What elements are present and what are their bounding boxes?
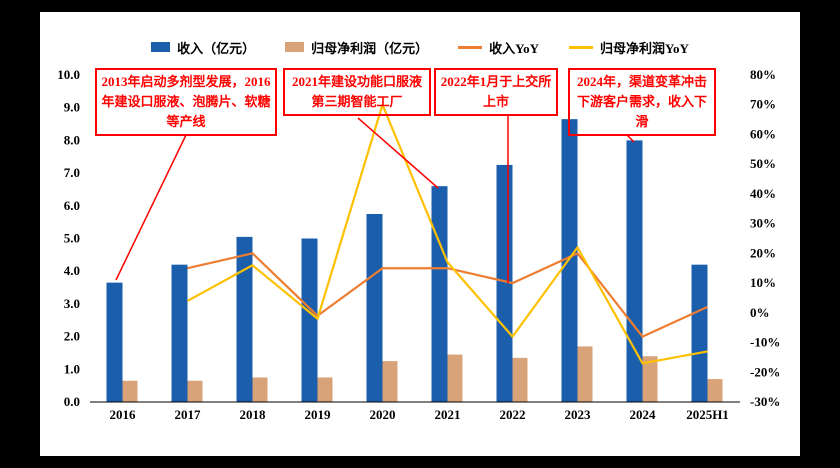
legend-label: 收入YoY [489, 40, 540, 56]
x-axis-label: 2024 [630, 407, 657, 422]
revenue-bar [431, 186, 448, 402]
revenue-bar [561, 119, 578, 403]
right-axis-tick: -10% [750, 335, 780, 350]
x-axis-label: 2023 [565, 407, 592, 422]
left-axis-tick: 0.0 [64, 394, 80, 409]
left-axis-tick: 7.0 [64, 165, 80, 180]
right-axis-tick: 60% [750, 126, 776, 141]
right-axis-tick: 50% [750, 156, 776, 171]
annotation-leader-line [626, 134, 635, 143]
right-axis-tick: -30% [750, 394, 780, 409]
chart-legend: 收入（亿元） 归母净利润（亿元） 收入YoY 归母净利润YoY [40, 38, 800, 56]
chart-panel: 收入（亿元） 归母净利润（亿元） 收入YoY 归母净利润YoY 0.0 1.0 2.0 3.… [40, 12, 800, 456]
legend-label: 归母净利润YoY [600, 40, 689, 56]
left-axis-tick: 5.0 [64, 231, 80, 246]
left-axis-tick: 10.0 [57, 67, 80, 82]
left-axis-tick: 4.0 [64, 263, 80, 278]
right-axis-tick: 40% [750, 186, 776, 201]
right-axis-tick: 80% [750, 67, 776, 82]
net-profit-bar [707, 379, 723, 402]
x-axis-label: 2018 [240, 407, 267, 422]
revenue-bar [691, 264, 708, 402]
x-axis-label: 2020 [370, 407, 396, 422]
legend-line-swatch-icon [458, 45, 483, 49]
annotation-2024: 2024年，渠道变革冲击下游客户需求，收入下滑 [568, 68, 716, 136]
x-axis-label: 2019 [305, 407, 332, 422]
net-profit-bar [122, 380, 138, 402]
right-axis-tick: -20% [750, 364, 780, 379]
x-axis-label: 2021 [435, 407, 461, 422]
net-profit-bar [382, 361, 398, 402]
combo-chart: 0.0 1.0 2.0 3.0 4.0 5.0 6.0 7.0 8.0 9.0 10.0 -30% -2… [57, 67, 780, 422]
revenue-bar [171, 264, 188, 402]
legend-item: 收入（亿元） [151, 38, 255, 57]
x-axis-label: 2025H1 [686, 407, 729, 422]
legend-item: 归母净利润YoY [569, 38, 689, 57]
left-axis-tick: 1.0 [64, 361, 80, 376]
legend-item: 收入YoY [458, 38, 539, 57]
annotation-leader-line [115, 134, 187, 281]
net-profit-bar [447, 354, 463, 402]
annotation-2016: 2013年启动多剂型发展，2016年建设口服液、泡腾片、软糖等产线 [95, 68, 277, 136]
legend-item: 归母净利润（亿元） [285, 38, 428, 57]
right-axis-tick: 10% [750, 275, 776, 290]
revenue-bar [236, 236, 253, 402]
net-profit-bar [252, 377, 268, 402]
net-profit-bar [512, 357, 528, 402]
revenue-bar [301, 238, 318, 402]
annotation-leader-line [357, 117, 439, 189]
revenue-bar [106, 282, 123, 402]
net-profit-yoy-line [186, 103, 708, 365]
annotation-2021: 2021年建设功能口服液第三期智能工厂 [283, 68, 431, 116]
legend-bar-swatch-icon [285, 42, 305, 52]
net-profit-bar [642, 356, 658, 402]
left-axis-tick: 9.0 [64, 100, 80, 115]
right-axis-tick: 20% [750, 245, 776, 260]
x-axis-label: 2016 [110, 407, 137, 422]
legend-label: 归母净利润（亿元） [311, 40, 429, 56]
legend-bar-swatch-icon [151, 42, 171, 52]
net-profit-bar [577, 346, 593, 402]
left-axis-tick: 8.0 [64, 132, 80, 147]
x-axis-label: 2022 [500, 407, 526, 422]
revenue-bar [626, 140, 643, 402]
x-axis-label: 2017 [175, 407, 202, 422]
right-axis-tick: 30% [750, 216, 776, 231]
right-axis-tick: 0% [750, 305, 770, 320]
net-profit-bar [317, 377, 333, 402]
legend-label: 收入（亿元） [177, 40, 256, 56]
annotation-2022: 2022年1月于上交所上市 [434, 68, 558, 116]
legend-line-swatch-icon [569, 45, 594, 49]
net-profit-bar [187, 380, 203, 402]
right-axis-tick: 70% [750, 97, 776, 112]
revenue-yoy-line [187, 252, 708, 338]
revenue-bar [366, 213, 383, 402]
left-axis-tick: 3.0 [64, 296, 80, 311]
left-axis-tick: 2.0 [64, 329, 80, 344]
left-axis-tick: 6.0 [64, 198, 80, 213]
